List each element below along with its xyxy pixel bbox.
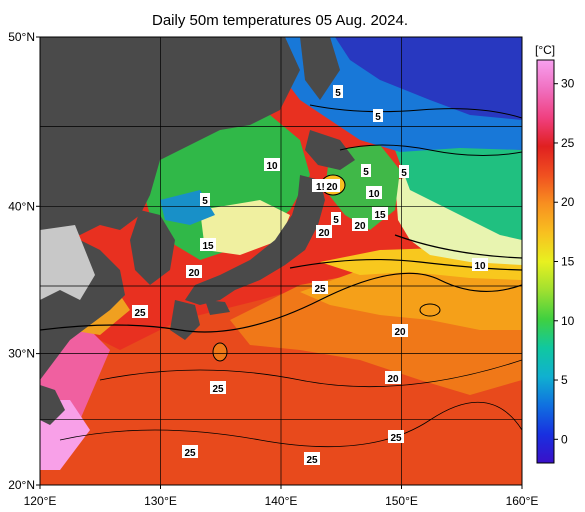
contour-label-box [366, 186, 382, 199]
contour-28 [99, 359, 522, 388]
lat-tick-label: 50°N [8, 30, 35, 44]
colorbar-tick-label: 15 [561, 255, 575, 269]
colorbar [536, 59, 555, 464]
contour-label-box [210, 381, 226, 394]
lon-tick-label: 130°E [144, 494, 177, 508]
contour-label-box [312, 281, 328, 294]
map-title: Daily 50m temperatures 05 Aug. 2024. [152, 12, 408, 29]
eddy-south [212, 342, 228, 362]
contour-20 [289, 258, 522, 271]
ocean-band-12 [395, 145, 522, 240]
contour-label: 10 [474, 261, 486, 272]
contour-label-box [331, 212, 341, 225]
contour-label-box [333, 85, 343, 98]
contour-label-box [399, 165, 409, 178]
colorbar-unit: [°C] [535, 43, 555, 57]
contour-labels: 5555105101!20205201515102020252520252025… [132, 85, 488, 466]
colorbar-tick-label: 25 [561, 136, 575, 150]
contour-label-box [324, 179, 340, 192]
contour-label: 20 [394, 327, 406, 338]
ocean-band-2 [335, 37, 522, 120]
contour-label-box [200, 193, 210, 206]
asian-mainland [40, 37, 300, 235]
sakhalin [300, 37, 340, 100]
shikoku [205, 300, 230, 315]
colorbar-ticks: 0 5 10 15 20 25 30 [554, 77, 575, 446]
contour-label: 25 [184, 448, 196, 459]
contour-label-box [132, 305, 148, 318]
graticule [40, 37, 522, 485]
contour-label-box [388, 430, 404, 443]
contour-15 [394, 234, 522, 259]
contour-label-box [385, 371, 401, 384]
contour-label-box [352, 218, 368, 231]
contour-label-box [264, 158, 280, 171]
contour-label-box [200, 238, 216, 251]
land-mask-yellow-sea [40, 225, 95, 300]
contour-label: 15 [202, 241, 214, 252]
lat-tick-label: 20°N [8, 478, 35, 492]
contour-label: 15 [374, 210, 386, 221]
contour-label-box [304, 452, 320, 465]
colorbar-tick-label: 5 [561, 373, 568, 387]
contour-10 [339, 144, 522, 157]
contour-label: 20 [354, 221, 366, 232]
contour-label-box [372, 207, 388, 220]
contour-label: 25 [212, 384, 224, 395]
contour-label: 5 [375, 112, 381, 123]
contour-label: 20 [326, 182, 338, 193]
colorbar-tick-label: 0 [561, 432, 568, 446]
contour-label: 5 [335, 88, 341, 99]
contour-label: 10 [266, 161, 278, 172]
contour-label: 20 [387, 374, 399, 385]
contour-label-box [182, 445, 198, 458]
lat-tick-label: 30°N [8, 347, 35, 361]
lat-tick-label: 40°N [8, 199, 35, 213]
sea-of-japan-south [200, 200, 290, 255]
contour-label-box [373, 109, 383, 122]
contour-label: 5 [363, 167, 369, 178]
contour-label-box [316, 225, 332, 238]
taiwan [40, 385, 65, 425]
korean-peninsula [130, 210, 175, 285]
contour-label: 25 [134, 308, 146, 319]
contour-label: 10 [368, 189, 380, 200]
contour-label: 20 [318, 228, 330, 239]
map-area: 5555105101!20205201515102020252520252025… [40, 37, 522, 485]
contour-label-box [361, 164, 371, 177]
contour-label: 5 [202, 196, 208, 207]
lon-tick-label: 160°E [506, 494, 539, 508]
lon-tick-label: 150°E [385, 494, 418, 508]
contour-label: 20 [188, 268, 200, 279]
colorbar-tick-label: 30 [561, 77, 575, 91]
lon-tick-label: 120°E [24, 494, 57, 508]
contour-27 [59, 401, 522, 448]
honshu [185, 175, 325, 305]
contour-label: 5 [333, 215, 339, 226]
contour-label-box [186, 265, 202, 278]
contour-label: 25 [306, 455, 318, 466]
colorbar-tick-label: 10 [561, 314, 575, 328]
contour-label: 5 [401, 168, 407, 179]
contour-label-box [472, 258, 488, 271]
eddy-east [419, 303, 441, 317]
colorbar-tick-label: 20 [561, 195, 575, 209]
latitude-ticks: 20°N 30°N 40°N 50°N [8, 30, 40, 492]
lon-tick-label: 140°E [265, 494, 298, 508]
hokkaido [305, 130, 355, 170]
contour-label-box [392, 324, 408, 337]
contour-5 [309, 104, 522, 119]
contour-label: 25 [390, 433, 402, 444]
longitude-ticks: 120°E 130°E 140°E 150°E 160°E [24, 485, 539, 508]
contour-label: 25 [314, 284, 326, 295]
